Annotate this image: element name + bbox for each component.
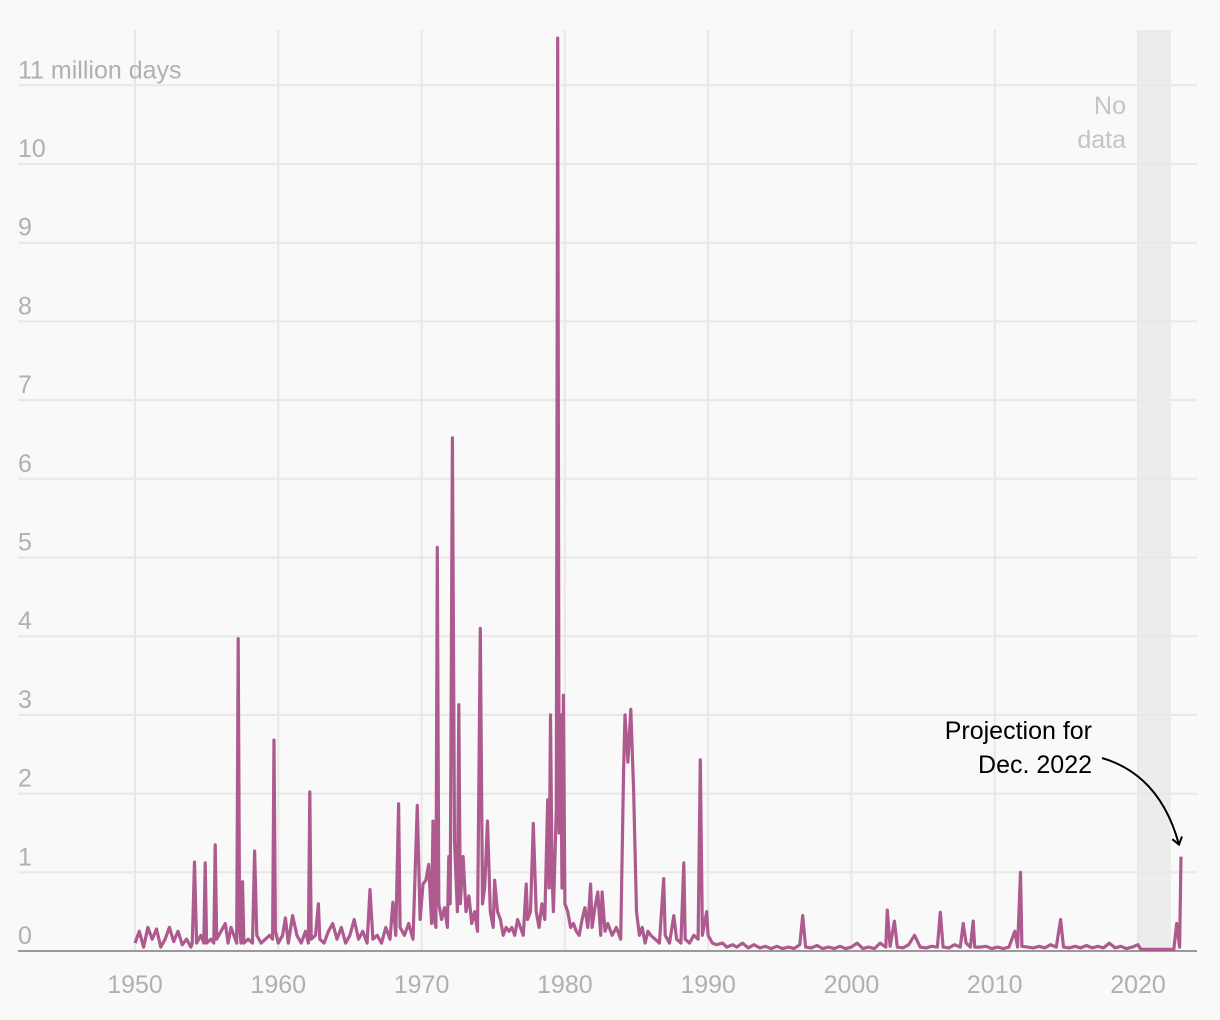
series-line-days-lost: [133, 36, 1183, 951]
x-tick-label: 1970: [394, 971, 450, 999]
y-axis-ticks: 0 1 2 3 4 5 6 7 8 9 10 11 million days: [18, 56, 182, 950]
grid: [18, 30, 1197, 951]
projection-annotation: Projection for Dec. 2022: [945, 717, 1183, 847]
annotation-arrow: [1101, 757, 1183, 847]
y-tick-label: 6: [18, 450, 32, 478]
x-axis-ticks: 1950 1960 1970 1980 1990 2000 2010 2020: [107, 971, 1166, 999]
no-data-label-line: data: [1077, 126, 1126, 154]
y-tick-label: 3: [18, 686, 32, 714]
y-tick-label: 1: [18, 843, 32, 871]
y-tick-label: 11 million days: [18, 56, 182, 84]
x-tick-label: 1990: [680, 971, 736, 999]
no-data-region: [1138, 30, 1171, 951]
y-tick-label: 5: [18, 529, 32, 557]
x-tick-label: 2000: [824, 971, 880, 999]
y-tick-label: 7: [18, 371, 32, 399]
x-tick-label: 1950: [107, 971, 163, 999]
y-tick-label: 10: [18, 135, 46, 163]
no-data-band: [1138, 30, 1171, 951]
y-tick-label: 8: [18, 292, 32, 320]
annotation-text-line: Dec. 2022: [978, 751, 1092, 779]
x-tick-label: 1960: [250, 971, 306, 999]
y-tick-label: 2: [18, 765, 32, 793]
x-tick-label: 1980: [537, 971, 593, 999]
no-data-label-line: No: [1094, 92, 1126, 120]
no-data-label: No data: [1077, 92, 1126, 154]
y-tick-label: 4: [18, 607, 32, 635]
annotation-text-line: Projection for: [945, 717, 1092, 745]
y-tick-label: 0: [18, 922, 32, 950]
x-tick-label: 2010: [967, 971, 1023, 999]
y-tick-label: 9: [18, 214, 32, 242]
x-tick-label: 2020: [1110, 971, 1166, 999]
